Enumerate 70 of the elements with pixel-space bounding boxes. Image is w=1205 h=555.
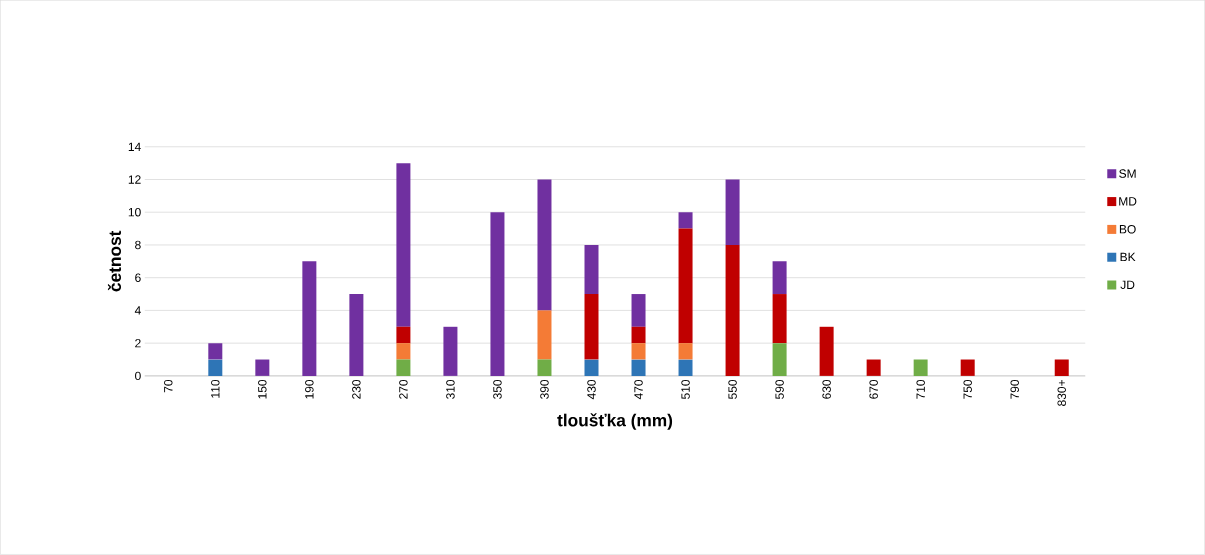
x-tick-label: 70 [164,380,173,393]
bar [349,294,364,377]
y-tick-label: 6 [135,273,141,283]
bar [1054,359,1069,377]
bar [678,228,693,344]
bar [678,212,693,229]
legend-label: SM [1119,169,1136,178]
x-tick-label: 350 [493,380,502,400]
x-tick-label: 550 [728,380,737,400]
x-tick-label: 710 [916,380,925,399]
bar [584,359,599,377]
bar [208,359,223,377]
x-tick-label: 270 [399,380,408,400]
bar [772,343,787,377]
bar [490,212,505,377]
bar [678,343,693,360]
legend-label: MD [1119,197,1137,206]
legend-label: BK [1120,253,1136,262]
x-tick-label: 590 [775,380,784,400]
legend-label: JD [1120,280,1135,290]
y-axis-title: četnost [107,230,122,292]
bar [913,359,928,377]
x-tick-label: 430 [587,380,596,400]
bar [537,310,552,360]
y-tick-label: 0 [135,371,141,381]
x-tick-label: 390 [540,380,549,400]
y-tick-label: 2 [135,339,141,348]
bar [866,359,881,377]
y-tick-label: 4 [134,306,141,315]
x-tick-label: 790 [1010,380,1019,399]
bar [631,343,646,360]
x-tick-label: 310 [446,380,455,400]
bar [584,294,599,360]
bar [584,245,599,295]
x-tick-label: 150 [258,380,267,399]
x-tick-label: 670 [869,380,878,399]
x-tick-label: 470 [634,380,643,400]
bar [255,359,270,377]
bar [443,326,458,377]
x-tick-label: 750 [963,380,972,399]
x-tick-label: 830+ [1057,380,1066,407]
bar [208,343,223,360]
bar [302,261,317,377]
bar [537,179,552,311]
x-tick-label: 190 [305,380,314,399]
bar [725,179,740,246]
y-tick-label: 10 [128,208,141,217]
bar [631,359,646,377]
bar [396,343,411,360]
bar [537,359,552,377]
x-tick-label: 230 [352,380,361,400]
bar [631,326,646,344]
bar [725,245,740,377]
x-tick-label: 110 [211,380,220,398]
x-tick-label: 510 [681,380,690,400]
bar [960,359,975,377]
y-tick-label: 14 [128,142,141,152]
bar [396,326,411,344]
y-tick-label: 8 [135,240,141,250]
x-tick-label: 630 [822,380,831,399]
bar [678,359,693,377]
bar [631,294,646,327]
bar [819,326,834,377]
bar [772,294,787,344]
bar [396,163,411,327]
bar [396,359,411,377]
x-axis-title: tloušťka (mm) [557,413,673,430]
bar [772,261,787,295]
y-tick-label: 12 [128,175,141,184]
legend-label: BO [1119,225,1136,234]
